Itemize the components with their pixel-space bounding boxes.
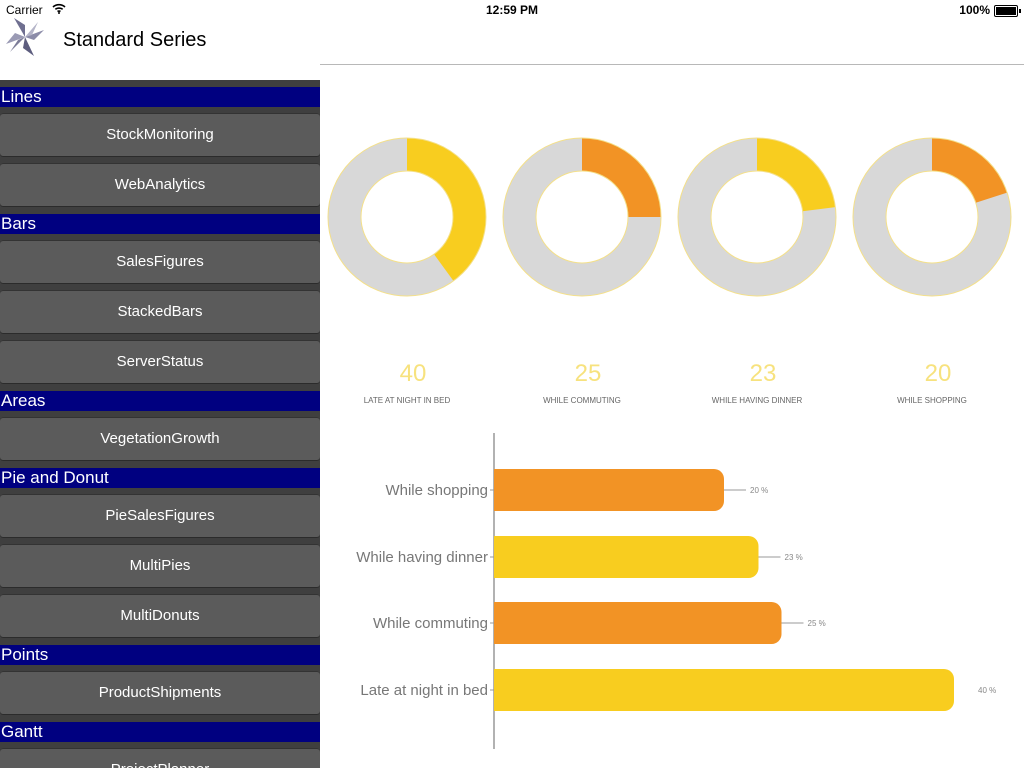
sidebar-item-webanalytics[interactable]: WebAnalytics	[0, 163, 320, 207]
donut-value-label: 20	[925, 360, 952, 387]
donut-category-label: WHILE COMMUTING	[543, 396, 621, 405]
donut-inner-outline	[360, 170, 454, 264]
bar-chart: While shopping 20 % While having dinner 23 …	[320, 425, 1024, 768]
bar-value-label: 40 %	[978, 686, 996, 695]
donut-outline	[852, 137, 1012, 297]
sidebar-item-stockmonitoring[interactable]: StockMonitoring	[0, 113, 320, 157]
bar	[494, 669, 954, 711]
battery-icon	[994, 5, 1021, 17]
bar-category-label: Late at night in bed	[360, 682, 488, 699]
bar	[494, 602, 782, 644]
donut-slice	[407, 138, 487, 281]
donut-outline	[327, 137, 487, 297]
status-bar: Carrier 12:59 PM 100%	[0, 0, 1024, 20]
donut-inner-outline	[710, 170, 804, 264]
carrier-label: Carrier	[6, 3, 43, 17]
section-header-gantt: Gantt	[0, 722, 320, 742]
bar	[494, 536, 759, 578]
sidebar-item-multidonuts[interactable]: MultiDonuts	[0, 594, 320, 638]
donut-value-label: 23	[750, 360, 777, 387]
wifi-icon	[52, 3, 66, 17]
pinwheel-logo-icon	[4, 16, 46, 58]
donut-value-label: 25	[575, 360, 602, 387]
sidebar-item-vegetationgrowth[interactable]: VegetationGrowth	[0, 417, 320, 461]
donut-inner-outline	[885, 170, 979, 264]
donut-slice	[582, 138, 661, 217]
bar-category-label: While having dinner	[356, 549, 488, 566]
donut-charts: 40 LATE AT NIGHT IN BED 25 WHILE COMMUTING 2…	[320, 65, 1024, 425]
sidebar-item-productshipments[interactable]: ProductShipments	[0, 671, 320, 715]
donut-outline	[677, 137, 837, 297]
donut-category-label: WHILE SHOPPING	[897, 396, 967, 405]
bar	[494, 469, 724, 511]
section-header-bars: Bars	[0, 214, 320, 234]
app-title: Standard Series	[63, 29, 207, 51]
sidebar-item-multipies[interactable]: MultiPies	[0, 544, 320, 588]
donut-slice	[757, 138, 836, 212]
section-header-points: Points	[0, 645, 320, 665]
donut-inner-outline	[535, 170, 629, 264]
bar-value-label: 25 %	[808, 619, 826, 628]
sidebar-item-projectplanner[interactable]: ProjectPlanner	[0, 748, 320, 768]
sidebar-item-salesfigures[interactable]: SalesFigures	[0, 240, 320, 284]
bar-category-label: While shopping	[385, 482, 488, 499]
section-header-pie-and-donut: Pie and Donut	[0, 468, 320, 488]
bar-category-label: While commuting	[373, 615, 488, 632]
donut-category-label: LATE AT NIGHT IN BED	[364, 396, 451, 405]
bar-value-label: 20 %	[750, 486, 768, 495]
header-divider	[320, 64, 1024, 65]
sidebar-item-piesalesfigures[interactable]: PieSalesFigures	[0, 494, 320, 538]
battery-percent: 100%	[959, 3, 990, 17]
clock: 12:59 PM	[485, 3, 539, 17]
section-header-areas: Areas	[0, 391, 320, 411]
sidebar-item-serverstatus[interactable]: ServerStatus	[0, 340, 320, 384]
donut-outline	[502, 137, 662, 297]
sidebar-nav: Lines StockMonitoring WebAnalytics Bars Sale…	[0, 80, 320, 768]
donut-value-label: 40	[400, 360, 427, 387]
bar-value-label: 23 %	[785, 553, 803, 562]
section-header-lines: Lines	[0, 87, 320, 107]
donut-slice	[932, 138, 1008, 203]
donut-category-label: WHILE HAVING DINNER	[712, 396, 803, 405]
sidebar-item-stackedbars[interactable]: StackedBars	[0, 290, 320, 334]
